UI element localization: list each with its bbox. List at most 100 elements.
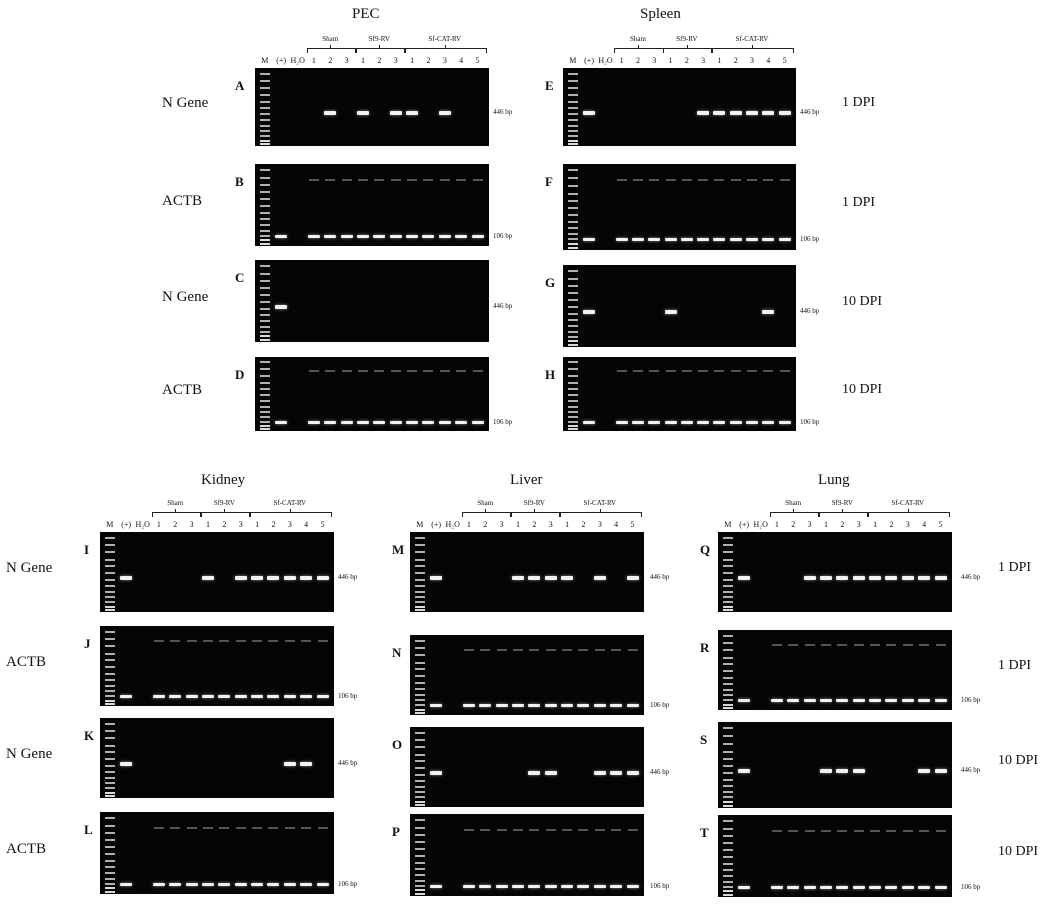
upper-band	[919, 829, 930, 832]
upper-band	[496, 649, 507, 652]
amplicon-band	[885, 576, 898, 580]
group-bracket-tip	[534, 509, 536, 512]
timepoint-label: 10 DPI	[842, 382, 883, 398]
ladder-band	[104, 877, 115, 880]
column-title-liver: Liver	[510, 472, 543, 488]
amplicon-band	[918, 769, 931, 774]
amplicon-band	[120, 882, 133, 886]
ladder-band	[722, 834, 733, 837]
amplicon-band	[316, 576, 329, 580]
band-size-label: 446 bp	[650, 573, 670, 581]
lane-label-n1: 1	[206, 520, 210, 529]
amplicon-band	[512, 884, 524, 888]
amplicon-band	[836, 576, 849, 580]
ladder-band	[414, 608, 425, 611]
upper-band	[821, 829, 831, 832]
band-size-label: 446 bp	[338, 759, 358, 767]
ladder-band	[567, 184, 578, 187]
upper-band	[472, 370, 483, 373]
ladder-band	[567, 119, 578, 122]
ladder-band	[259, 338, 270, 341]
upper-band	[788, 644, 799, 647]
ladder-band	[259, 218, 270, 220]
panel-letter: I	[84, 542, 90, 557]
ladder-band	[722, 735, 733, 738]
gel-panel-G	[563, 265, 796, 347]
amplicon-band	[934, 769, 947, 774]
ladder-band	[259, 229, 270, 232]
amplicon-band	[577, 884, 590, 888]
band-size-label: 446 bp	[800, 307, 820, 316]
upper-band	[374, 370, 385, 373]
lane-label-n2: 2	[581, 520, 586, 529]
group-bracket-tip	[599, 509, 601, 512]
amplicon-band	[803, 576, 816, 580]
lane-label-n4: 4	[614, 520, 619, 529]
lane-label-n1: 1	[717, 56, 722, 65]
ladder-band	[722, 742, 733, 745]
amplicon-band	[283, 882, 296, 886]
ladder-band	[567, 214, 578, 217]
lane-label-n1: 1	[361, 56, 365, 65]
ladder-band	[414, 584, 425, 587]
amplicon-band	[389, 420, 402, 424]
ladder-band	[567, 381, 578, 384]
ladder-band	[722, 842, 733, 845]
amplicon-band	[438, 110, 451, 115]
ladder-band	[104, 672, 115, 675]
ladder-band	[259, 198, 270, 201]
amplicon-band	[820, 576, 832, 580]
lane-label-n1: 1	[255, 520, 260, 529]
lane-label-n2: 2	[426, 56, 431, 65]
amplicon-band	[836, 769, 849, 774]
gel-panel-R	[718, 630, 952, 710]
amplicon-band	[422, 234, 435, 238]
row-label-n_gene: N Gene	[162, 95, 209, 112]
panel-letter: O	[392, 737, 403, 752]
ladder-band	[722, 676, 733, 679]
ladder-band	[259, 242, 270, 245]
ladder-band	[722, 801, 733, 804]
ladder-band	[567, 319, 578, 321]
upper-band	[268, 640, 279, 643]
amplicon-band	[561, 884, 574, 888]
ladder-band	[722, 819, 733, 822]
amplicon-band	[234, 882, 247, 886]
upper-band	[341, 178, 352, 181]
upper-band	[632, 179, 643, 182]
ladder-band	[567, 207, 578, 210]
ladder-band	[259, 400, 270, 403]
upper-band	[788, 829, 799, 832]
upper-band	[779, 179, 790, 182]
gel-panel-T	[718, 815, 952, 897]
timepoint-label: 10 DPI	[998, 843, 1039, 859]
group-bracket-tip	[752, 45, 753, 48]
ladder-band	[414, 704, 425, 707]
amplicon-band	[275, 305, 288, 310]
ladder-band	[722, 880, 733, 883]
ladder-band	[722, 572, 733, 575]
ladder-band	[414, 605, 425, 608]
amplicon-band	[512, 703, 524, 707]
timepoint-label: 1 DPI	[842, 194, 876, 210]
ladder-band	[104, 776, 115, 779]
lane-label-positive: (+)	[739, 520, 750, 529]
panel-letter: R	[700, 640, 710, 655]
ladder-band	[567, 284, 578, 287]
amplicon-band	[648, 420, 661, 424]
amplicon-band	[713, 110, 726, 115]
upper-band	[545, 828, 556, 831]
amplicon-band	[357, 420, 369, 424]
amplicon-band	[422, 420, 435, 424]
ladder-band	[414, 791, 425, 794]
upper-band	[562, 649, 573, 652]
lane-label-n1: 1	[774, 520, 779, 529]
ladder-band	[722, 663, 733, 666]
ladder-band	[259, 86, 270, 89]
amplicon-band	[234, 694, 247, 698]
upper-band	[529, 828, 540, 831]
row-label-n_gene: N Gene	[6, 560, 53, 576]
ladder-band	[414, 654, 425, 657]
amplicon-band	[593, 576, 606, 580]
